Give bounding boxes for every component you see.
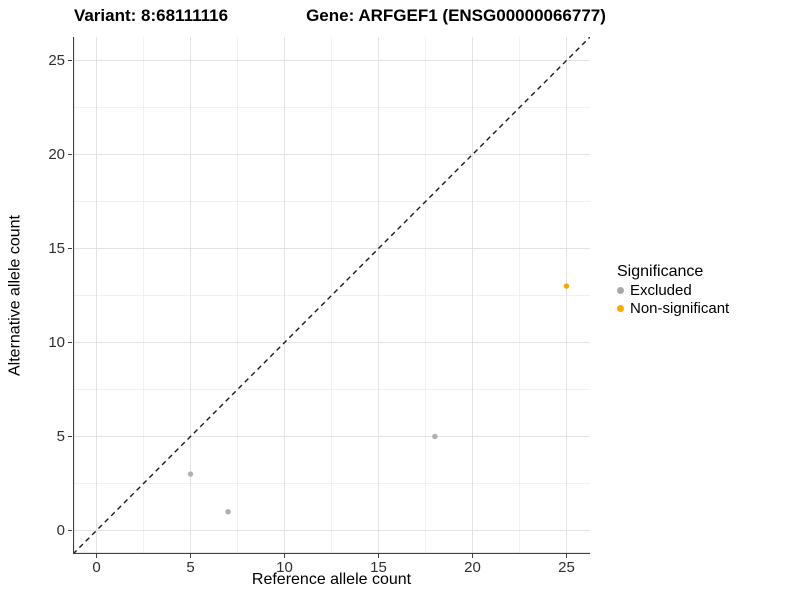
x-tick-label: 10 [276,559,293,576]
y-tick-mark [68,60,72,61]
legend-title: Significance [617,263,704,280]
x-tick-label: 15 [370,559,387,576]
axis-lines [73,37,590,554]
y-tick-label: 15 [48,239,65,257]
series-excluded [187,433,438,515]
x-tick-mark [96,554,97,558]
y-tick-mark [68,154,72,155]
data-point [187,471,194,477]
x-tick-label: 5 [186,559,195,576]
x-tick-label: 0 [92,559,101,576]
gridlines-minor [73,37,590,554]
y-tick-mark [68,530,72,531]
y-tick-mark [68,436,72,437]
data-point [563,283,570,289]
legend-label-excluded: Excluded [630,282,692,299]
y-tick-label: 10 [48,333,65,351]
gridlines-major [73,37,590,554]
series-non-significant [563,283,570,289]
y-tick-label: 25 [48,51,65,69]
x-axis-title: Reference allele count [251,571,412,588]
plot-canvas [73,37,590,554]
x-tick-mark [284,554,285,558]
x-tick-mark [472,554,473,558]
legend-label-non-significant: Non-significant [630,300,730,317]
x-tick-label: 25 [558,559,575,576]
legend-item-non-significant: Non-significant [617,300,729,317]
legend: Significance Excluded Non-significant [617,262,729,317]
y-tick-label: 0 [56,521,65,539]
y-tick-label: 5 [56,427,65,445]
excluded-dot-icon [617,287,624,294]
identity-line [73,37,590,554]
plot-panel [73,37,590,554]
variant-title: Variant: 8:68111116 [73,6,229,25]
legend-item-excluded: Excluded [617,282,729,299]
non-significant-dot-icon [617,305,624,312]
y-tick-mark [68,342,72,343]
x-tick-mark [378,554,379,558]
x-tick-label: 20 [464,559,481,576]
data-point [225,509,231,515]
y-axis-title: Alternative allele count [6,215,24,376]
x-tick-mark [566,554,567,558]
data-point [432,433,438,440]
y-tick-mark [68,248,72,249]
x-tick-mark [190,554,191,558]
gene-title: Gene: ARFGEF1 (ENSG00000066777) [306,6,606,25]
y-tick-label: 20 [48,145,65,163]
